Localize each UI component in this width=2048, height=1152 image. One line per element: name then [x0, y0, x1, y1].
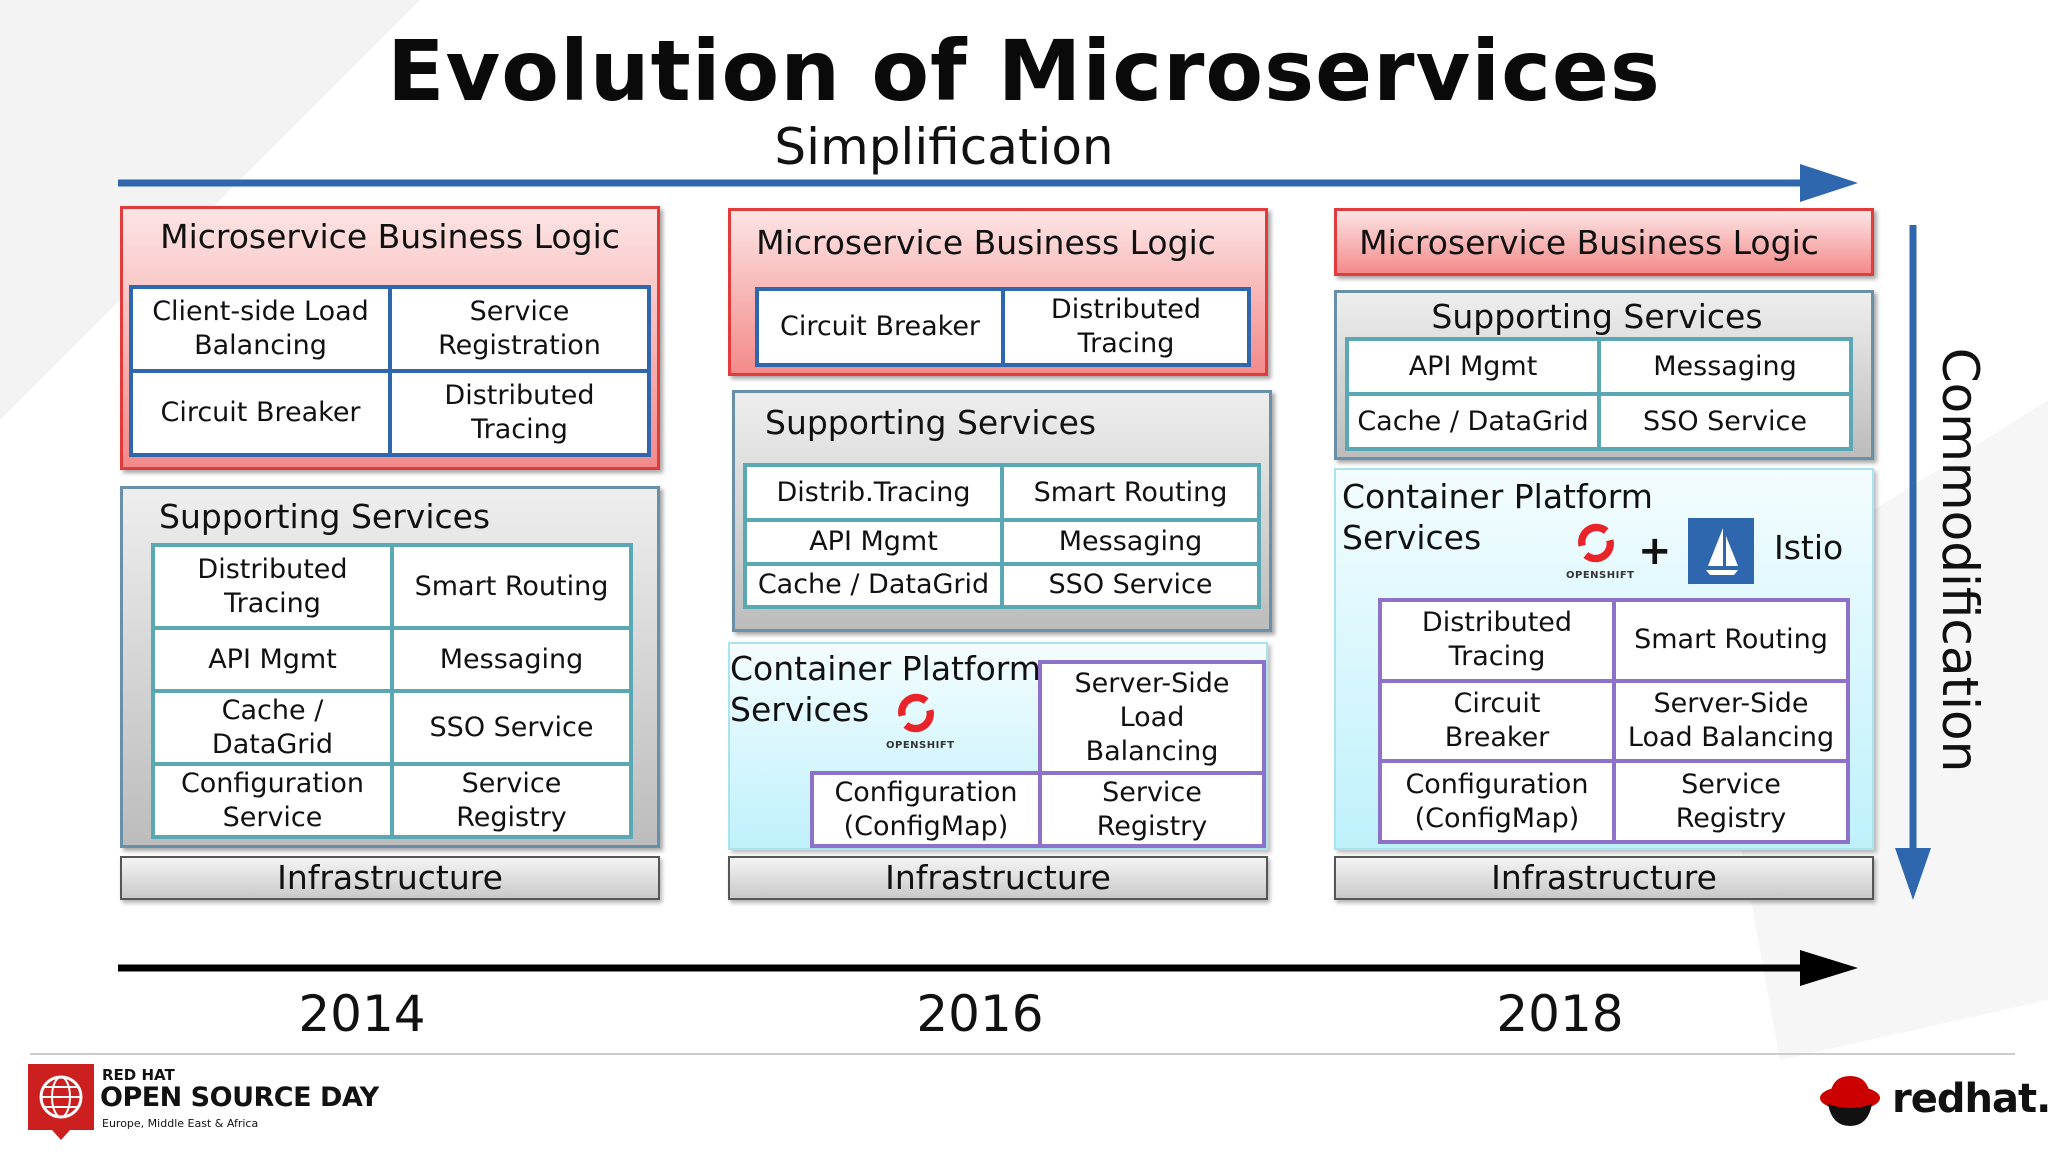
- cell-sso-service: SSO Service: [1004, 565, 1257, 605]
- cell-server-side-load-balancing: Server-Side Load Balancing: [1038, 660, 1266, 772]
- infrastructure-bar-2014: Infrastructure: [120, 856, 660, 900]
- cell-sso-service: SSO Service: [394, 693, 629, 762]
- cell-circuit-breaker: Circuit Breaker: [133, 373, 388, 453]
- supporting-services-title: Supporting Services: [159, 497, 491, 536]
- cell-cache-datagrid: Cache / DataGrid: [747, 565, 1000, 605]
- cell-smart-routing: Smart Routing: [1004, 467, 1257, 519]
- cell-cache-datagrid: Cache / DataGrid: [155, 693, 390, 762]
- cell-configuration-service: Configuration Service: [155, 766, 390, 835]
- container-platform-grid: Distributed Tracing Smart Routing Circui…: [1378, 598, 1850, 844]
- cell-messaging: Messaging: [1004, 522, 1257, 562]
- openshift-logo: OPENSHIFT: [886, 690, 954, 751]
- cell-smart-routing: Smart Routing: [1616, 602, 1846, 679]
- cell-distributed-tracing: Distributed Tracing: [155, 547, 390, 627]
- year-label-2014: 2014: [298, 985, 426, 1043]
- container-platform-grid: Server-Side Load Balancing Configuration…: [810, 660, 1266, 848]
- cell-api-mgmt: API Mgmt: [747, 522, 1000, 562]
- supporting-services-box-2018: Supporting Services API Mgmt Messaging C…: [1334, 290, 1874, 460]
- business-logic-title: Microservice Business Logic: [160, 217, 620, 256]
- timeline-arrow: [118, 950, 1858, 986]
- business-logic-box-2016: Microservice Business Logic Circuit Brea…: [728, 208, 1268, 376]
- supporting-services-grid: API Mgmt Messaging Cache / DataGrid SSO …: [1345, 337, 1853, 451]
- redhat-brand-text: redhat.: [1892, 1076, 2048, 1122]
- cell-cache-datagrid: Cache / DataGrid: [1349, 396, 1597, 447]
- cell-distrib-tracing: Distrib.Tracing: [747, 467, 1000, 519]
- cell-distributed-tracing: Distributed Tracing: [1005, 291, 1247, 363]
- container-platform-title: Container Platform Services: [730, 649, 1041, 729]
- cell-circuit-breaker: Circuit Breaker: [759, 291, 1001, 363]
- open-source-day-logo-icon: [28, 1064, 94, 1140]
- page-title: Evolution of Microservices: [387, 22, 1661, 120]
- istio-icon: [1688, 518, 1754, 584]
- commodification-label: Commodification: [1931, 347, 1989, 773]
- cell-circuit-breaker: Circuit Breaker: [1382, 682, 1612, 760]
- cell-service-registration: Service Registration: [392, 289, 647, 369]
- cell-server-side-load-balancing: Server-Side Load Balancing: [1616, 682, 1846, 760]
- cell-distributed-tracing: Distributed Tracing: [392, 373, 647, 453]
- supporting-services-title: Supporting Services: [1431, 297, 1763, 336]
- istio-label: Istio: [1774, 528, 1844, 567]
- event-line-3: Europe, Middle East & Africa: [102, 1117, 259, 1130]
- container-platform-title: Container Platform Services: [1342, 477, 1653, 557]
- business-logic-title: Microservice Business Logic: [1359, 223, 1819, 262]
- business-logic-title: Microservice Business Logic: [756, 223, 1216, 262]
- plus-sign: +: [1638, 528, 1672, 574]
- cell-api-mgmt: API Mgmt: [1349, 341, 1597, 392]
- simplification-arrow: [118, 164, 1858, 202]
- supporting-services-box-2014: Supporting Services Distributed Tracing …: [120, 486, 660, 848]
- openshift-icon: [1578, 523, 1614, 563]
- business-logic-grid: Client-side Load Balancing Service Regis…: [129, 285, 651, 457]
- cell-client-side-load-balancing: Client-side Load Balancing: [133, 289, 388, 369]
- business-logic-box-2014: Microservice Business Logic Client-side …: [120, 206, 660, 470]
- year-label-2018: 2018: [1496, 985, 1624, 1043]
- cell-configuration-configmap: Configuration (ConfigMap): [810, 771, 1038, 848]
- cell-service-registry: Service Registry: [394, 766, 629, 835]
- supporting-services-grid: Distributed Tracing Smart Routing API Mg…: [151, 543, 633, 839]
- container-platform-box-2018: Container Platform Services OPENSHIFT + …: [1334, 468, 1874, 850]
- event-line-1: RED HAT: [102, 1066, 175, 1084]
- year-label-2016: 2016: [916, 985, 1044, 1043]
- openshift-icon: [898, 693, 934, 733]
- cell-service-registry: Service Registry: [1616, 763, 1846, 840]
- cell-api-mgmt: API Mgmt: [155, 630, 390, 689]
- container-platform-box-2016: Container Platform Services OPENSHIFT Se…: [728, 642, 1268, 850]
- cell-distributed-tracing: Distributed Tracing: [1382, 602, 1612, 679]
- infrastructure-bar-2016: Infrastructure: [728, 856, 1268, 900]
- infrastructure-bar-2018: Infrastructure: [1334, 856, 1874, 900]
- business-logic-grid: Circuit Breaker Distributed Tracing: [755, 287, 1251, 367]
- supporting-services-grid: Distrib.Tracing Smart Routing API Mgmt M…: [743, 463, 1261, 609]
- event-line-2: OPEN SOURCE DAY: [100, 1082, 379, 1113]
- commodification-arrow: [1895, 225, 1931, 900]
- cell-smart-routing: Smart Routing: [394, 547, 629, 627]
- cell-messaging: Messaging: [394, 630, 629, 689]
- business-logic-box-2018: Microservice Business Logic: [1334, 208, 1874, 276]
- cell-sso-service: SSO Service: [1601, 396, 1849, 447]
- cell-service-registry: Service Registry: [1038, 771, 1266, 848]
- cell-messaging: Messaging: [1601, 341, 1849, 392]
- redhat-shadowman-icon: [1818, 1068, 1882, 1132]
- openshift-logo: OPENSHIFT: [1566, 520, 1634, 581]
- supporting-services-title: Supporting Services: [765, 403, 1097, 442]
- cell-configuration-configmap: Configuration (ConfigMap): [1382, 763, 1612, 840]
- subtitle-simplification: Simplification: [774, 118, 1114, 176]
- supporting-services-box-2016: Supporting Services Distrib.Tracing Smar…: [732, 390, 1272, 632]
